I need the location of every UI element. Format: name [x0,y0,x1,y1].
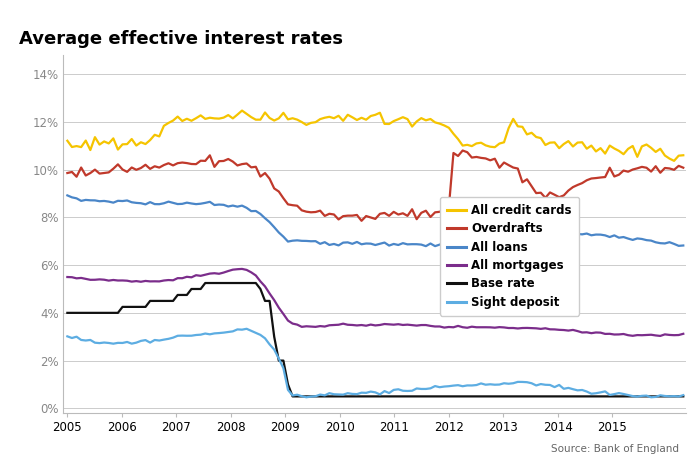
Text: Average effective interest rates: Average effective interest rates [20,30,344,48]
Text: Source: Bank of England: Source: Bank of England [551,444,679,454]
Legend: All credit cards, Overdrafts, All loans, All mortgages, Base rate, Sight deposit: All credit cards, Overdrafts, All loans,… [440,197,579,316]
